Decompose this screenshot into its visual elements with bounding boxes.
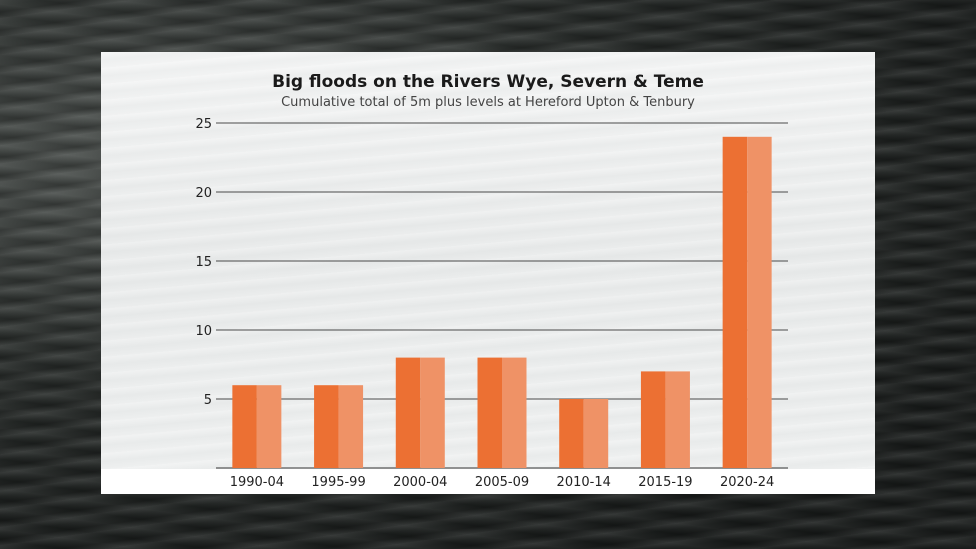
bar-right-half [256,385,282,468]
x-tick-label: 2000-04 [393,475,447,490]
x-tick-label: 2005-09 [475,475,529,490]
bar-left-half [232,385,257,468]
bar-right-half [747,136,772,469]
bar-right-half [502,357,527,468]
bar-left-half [722,136,748,469]
bar-right-half [338,385,364,468]
bar-2010-14 [559,399,609,468]
y-tick-label: 15 [195,255,212,270]
bar-left-half [559,399,584,468]
y-tick-label: 25 [195,117,212,132]
chart-title: Big floods on the Rivers Wye, Severn & T… [272,72,704,92]
chart-subtitle: Cumulative total of 5m plus levels at He… [281,95,695,110]
bar-left-half [314,385,339,468]
panel-footer [101,469,875,494]
y-tick-label: 5 [204,393,212,408]
bar-right-half [420,357,445,468]
bar-1990-04 [232,385,282,468]
y-tick-label: 20 [195,186,212,201]
y-tick-label: 10 [195,324,212,339]
bar-right-half [665,371,690,468]
x-tick-label: 1995-99 [311,475,365,490]
bar-1995-99 [314,385,364,468]
bar-left-half [477,357,502,468]
bar-right-half [583,399,609,468]
bar-2005-09 [477,357,527,468]
bar-2000-04 [395,357,445,468]
x-tick-label: 2020-24 [720,475,774,490]
x-tick-label: 2010-14 [557,475,611,490]
bar-2015-19 [640,371,690,468]
x-tick-label: 2015-19 [638,475,692,490]
bar-left-half [640,371,666,468]
x-tick-label: 1990-04 [230,475,284,490]
bar-2020-24 [722,136,772,469]
bar-left-half [395,357,421,468]
